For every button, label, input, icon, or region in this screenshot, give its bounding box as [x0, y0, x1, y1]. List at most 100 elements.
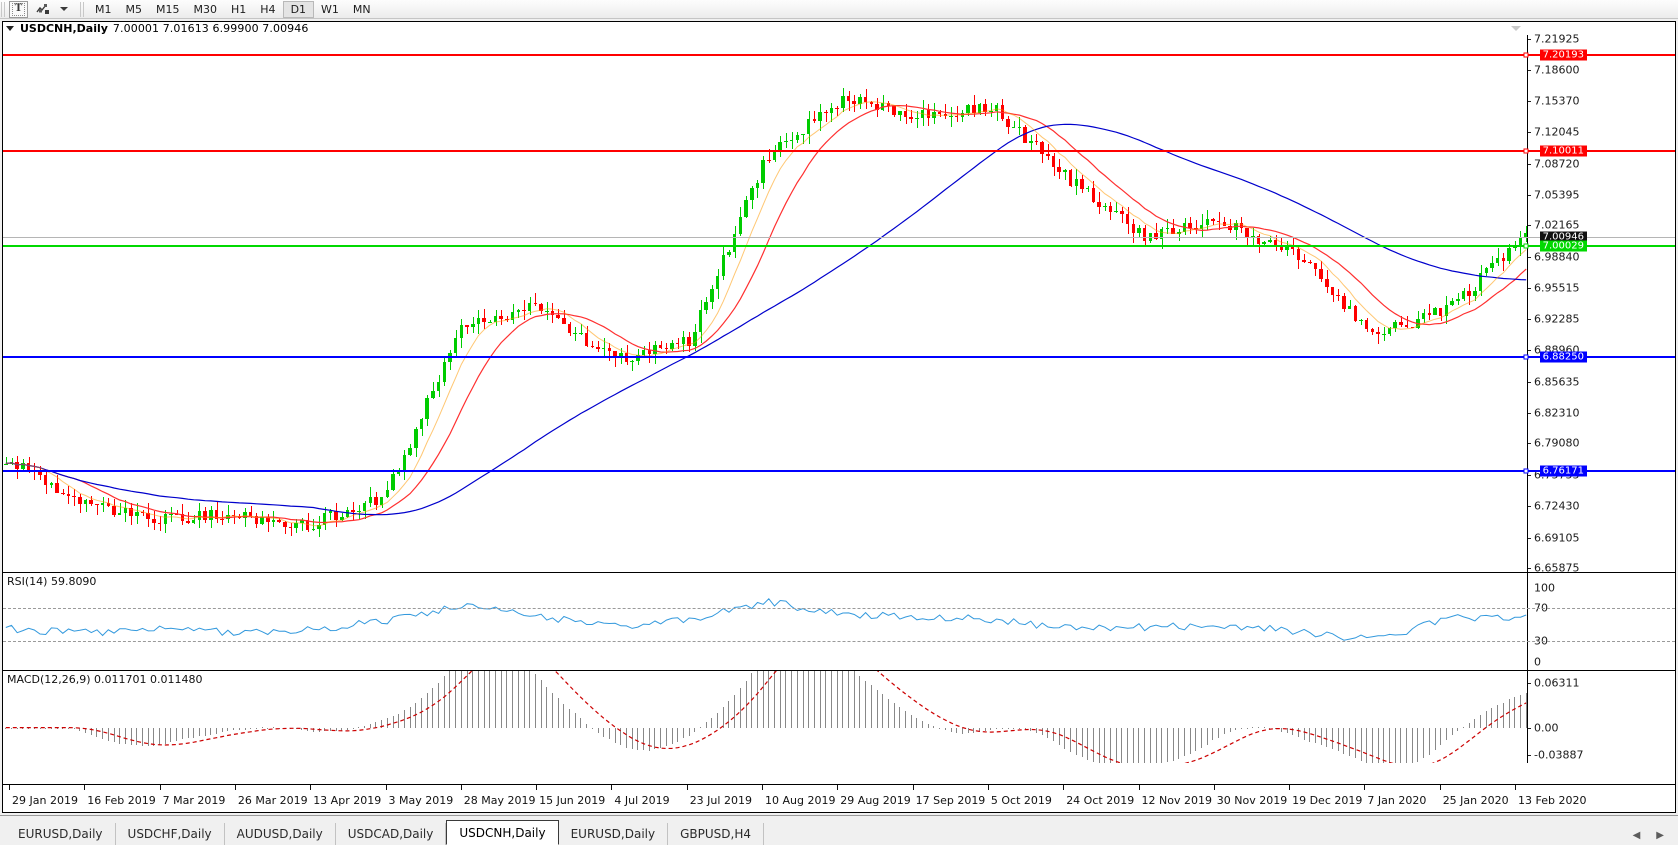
level-line-resistance-1[interactable] [3, 150, 1675, 153]
candle-body [1034, 141, 1039, 143]
macd-histogram-bar [620, 727, 622, 746]
date-axis-label: 17 Sep 2019 [915, 794, 986, 807]
chart-tab-gbpusd-h4[interactable]: GBPUSD,H4 [668, 823, 764, 845]
date-axis[interactable]: 29 Jan 2019 16 Feb 2019 7 Mar 2019 26 Mar 2… [3, 784, 1675, 812]
candle-body [1137, 228, 1141, 233]
tab-prev-icon[interactable]: ◀ [1632, 830, 1641, 841]
candle-body [533, 303, 538, 304]
timeframe-d1[interactable]: D1 [282, 0, 315, 18]
candle-body [1211, 219, 1215, 221]
candle-body [311, 528, 316, 530]
macd-histogram-bar [1013, 727, 1015, 729]
timeframe-m1[interactable]: M1 [95, 2, 112, 16]
timeframe-m5[interactable]: M5 [125, 2, 143, 16]
chart-minimize-icon[interactable] [1511, 26, 1521, 31]
candle-body [584, 332, 589, 347]
macd-histogram-bar [1041, 727, 1043, 736]
macd-pane[interactable]: MACD(12,26,9) 0.011701 0.011480 0.06311 0… [3, 670, 1675, 763]
macd-histogram-bar [119, 727, 121, 744]
rsi-axis[interactable]: 100 70 30 0 [1527, 573, 1675, 670]
chart-tab-eurusd-daily[interactable]: EURUSD,Daily [6, 823, 116, 845]
macd-histogram-bar [614, 727, 616, 743]
level-handle[interactable] [1523, 243, 1529, 249]
indicators-button[interactable] [34, 1, 53, 18]
toolbar-grip-1[interactable] [1, 1, 7, 17]
macd-histogram-bar [1451, 727, 1453, 736]
candle-body [15, 462, 19, 469]
price-tick [1528, 381, 1531, 383]
price-axis[interactable]: 7.21925 7.18600 7.15370 7.12045 7.08720 7.053… [1527, 33, 1675, 575]
candle-body [49, 483, 54, 485]
macd-histogram-bar [859, 675, 861, 728]
price-tick [1528, 132, 1531, 134]
candle-body [579, 332, 583, 334]
level-handle[interactable] [1523, 468, 1529, 474]
toolbar-grip-2[interactable] [80, 1, 86, 17]
price-pane[interactable]: 7.21925 7.18600 7.15370 7.12045 7.08720 7.053… [3, 33, 1675, 575]
chart-menu-caret-icon[interactable] [6, 26, 14, 31]
indicators-dropdown-button[interactable] [53, 1, 72, 18]
level-handle[interactable] [1523, 52, 1529, 58]
candle-body [715, 276, 720, 289]
chart-tab-eurusd-daily[interactable]: EURUSD,Daily [559, 823, 669, 845]
macd-histogram-bar [512, 671, 514, 728]
timeframe-m30[interactable]: M30 [193, 2, 218, 16]
macd-histogram-bar [626, 727, 627, 748]
macd-axis[interactable]: 0.06311 0.00 -0.03887 [1527, 671, 1675, 763]
macd-histogram-bar [233, 727, 235, 731]
chart-tab-usdchf-daily[interactable]: USDCHF,Daily [116, 823, 225, 845]
level-handle[interactable] [1523, 148, 1529, 154]
candle-body [710, 288, 714, 302]
candle-body [1433, 308, 1437, 315]
price-tick [1528, 225, 1531, 227]
price-plot[interactable] [3, 35, 1527, 572]
level-line-support-3[interactable] [3, 355, 1675, 358]
candle-wick [1167, 218, 1169, 234]
timeframe-h1[interactable]: H1 [231, 2, 247, 16]
candle-body [1120, 210, 1124, 215]
candle-body [761, 159, 765, 183]
text-tool-button[interactable]: T [9, 0, 28, 18]
macd-histogram-bar [830, 671, 832, 728]
date-tick [1364, 785, 1366, 790]
tab-next-icon[interactable]: ▶ [1656, 830, 1664, 841]
date-axis-label: 13 Apr 2019 [313, 794, 382, 807]
price-axis-label: 6.72430 [1534, 499, 1580, 513]
macd-axis-label: 0.00 [1534, 721, 1559, 735]
macd-histogram-bar [216, 727, 218, 734]
level-line-support-4[interactable] [3, 469, 1675, 472]
price-axis-label: 6.95515 [1534, 281, 1580, 295]
timeframe-w1[interactable]: W1 [321, 2, 339, 16]
price-axis-label: 6.79080 [1534, 436, 1580, 450]
candle-body [106, 503, 111, 507]
macd-histogram-bar [1189, 727, 1191, 755]
macd-histogram-bar [181, 727, 183, 740]
level-line-resistance-0[interactable] [3, 54, 1675, 57]
candle-body [1182, 223, 1187, 233]
candle-body [1080, 179, 1084, 189]
macd-histogram-bar [1434, 727, 1436, 750]
macd-tick [1528, 755, 1531, 756]
level-line-pivot-2[interactable] [3, 244, 1675, 247]
macd-histogram-bar [1161, 727, 1163, 763]
candle-body [9, 462, 14, 464]
timeframe-mn[interactable]: MN [352, 2, 371, 16]
rsi-plot[interactable] [3, 573, 1527, 670]
chart-tab-audusd-daily[interactable]: AUDUSD,Daily [225, 823, 336, 845]
candle-body [248, 511, 253, 516]
price-tick [1528, 318, 1531, 320]
chart-tab-usdcad-daily[interactable]: USDCAD,Daily [336, 823, 447, 845]
candle-body [1501, 257, 1506, 261]
timeframe-h4[interactable]: H4 [260, 2, 276, 16]
candle-body [1484, 268, 1489, 274]
candle-body [1467, 291, 1471, 296]
macd-histogram-bar [546, 686, 548, 728]
chart-tab-usdcnh-daily[interactable]: USDCNH,Daily [446, 820, 559, 845]
level-handle[interactable] [1523, 354, 1529, 360]
candle-body [1228, 225, 1232, 231]
rsi-pane[interactable]: RSI(14) 59.8090 100 70 30 0 [3, 572, 1675, 670]
timeframe-m15[interactable]: M15 [156, 2, 180, 16]
macd-plot[interactable] [3, 671, 1527, 763]
rsi-level-30 [3, 641, 1675, 643]
candle-body [767, 159, 771, 161]
